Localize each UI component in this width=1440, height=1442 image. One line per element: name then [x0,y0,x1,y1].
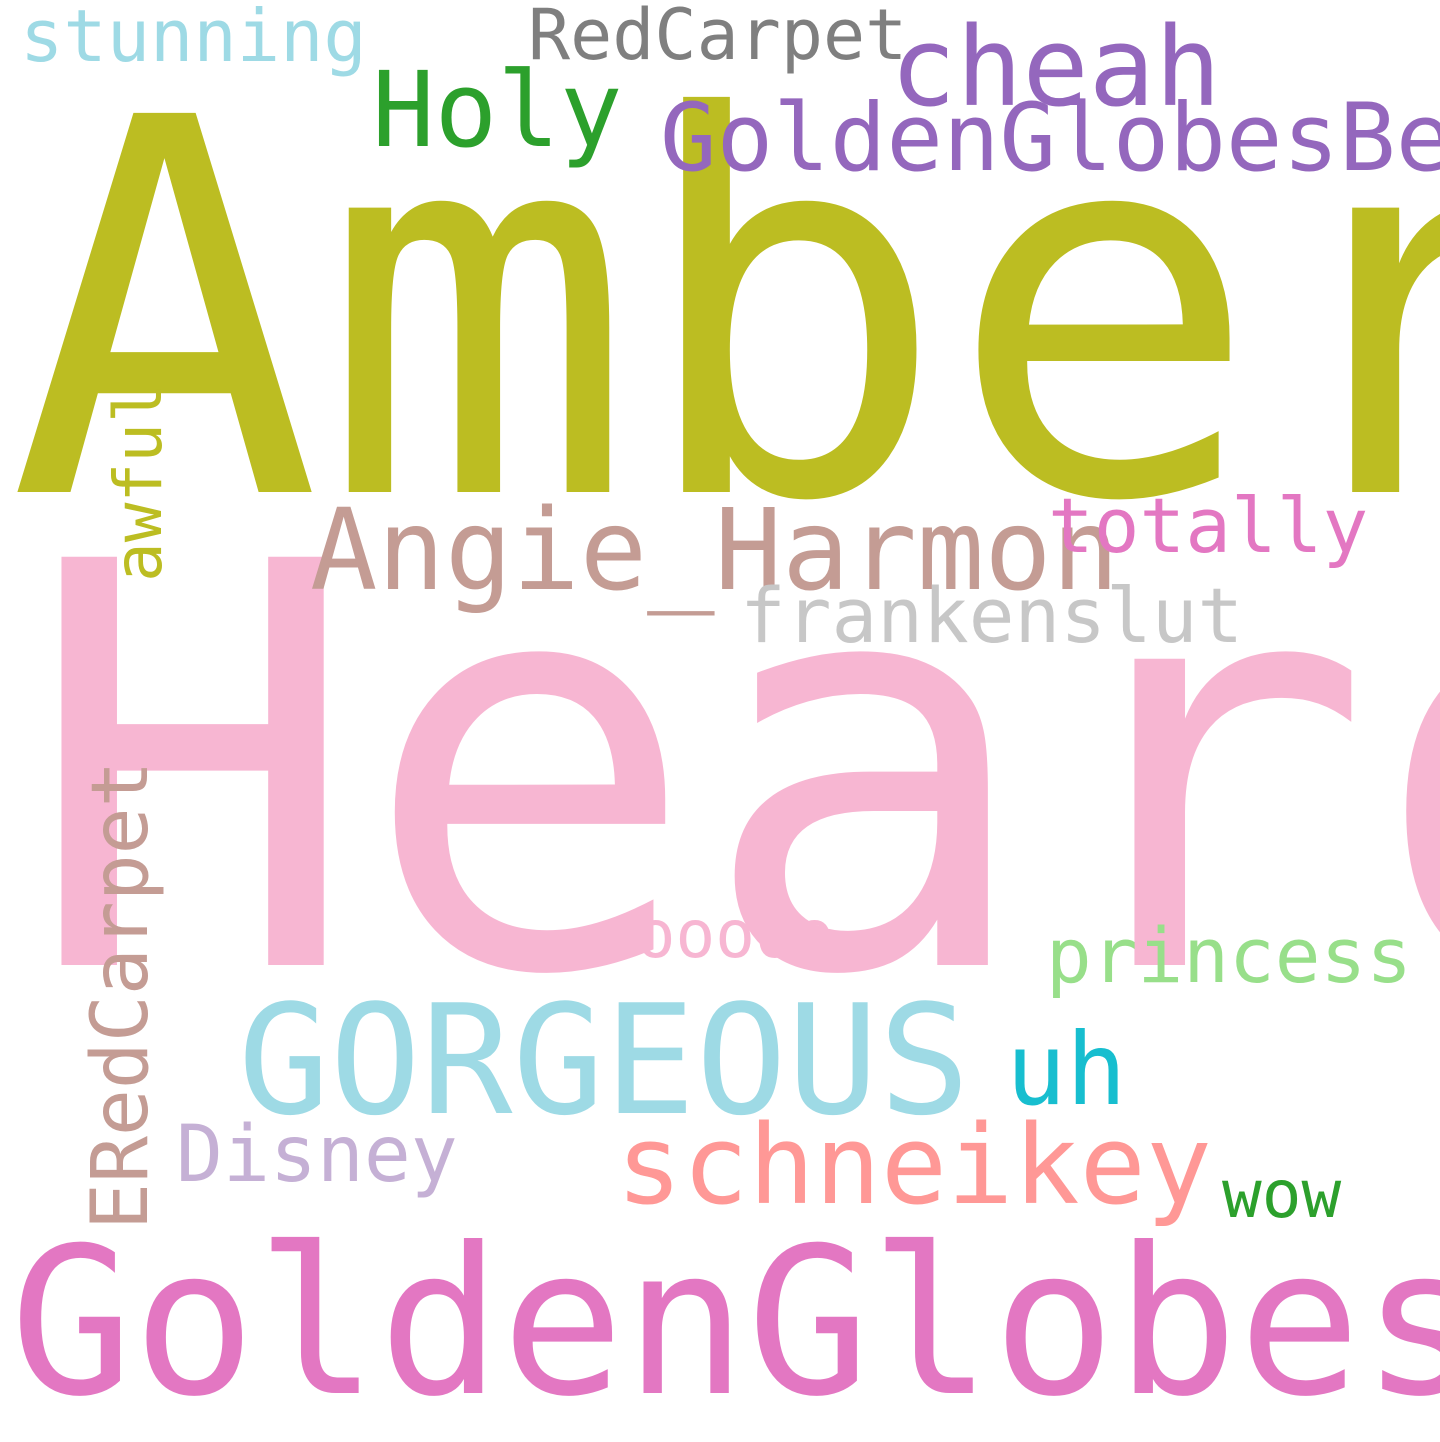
word-wow: wow [1222,1162,1341,1228]
word-disney: Disney [176,1116,458,1194]
word-totally: totally [1048,488,1368,564]
word-uh: uh [1006,1020,1126,1120]
word-princess: princess [1046,918,1412,994]
word-awful: awful [106,383,172,582]
word-redcarpet: RedCarpet [528,0,907,70]
word-goldenglobes: GoldenGlobes [10,1222,1440,1426]
word-eredcarpet: ERedCarpet [82,760,160,1230]
word-frankenslut: frankenslut [740,578,1243,654]
word-stunning: stunning [20,0,367,72]
word-sooooo: sooooo [596,902,834,968]
word-goldenglobesbeauty: GoldenGlobesBeauty [660,92,1440,186]
